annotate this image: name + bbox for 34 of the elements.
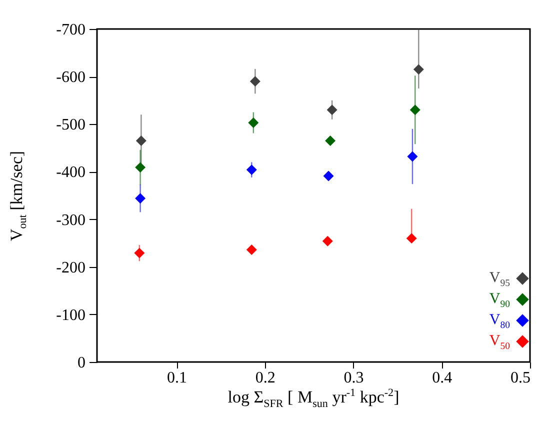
- point: [246, 244, 257, 255]
- y-tick-label: -200: [56, 259, 86, 276]
- text: log Σ$_{SFR}$ [ M$_{sun}$ yr$^{-1}$ kpc$^{-2}$]: [228, 387, 400, 410]
- x-tick-label: 0.3: [344, 370, 364, 386]
- legend-label: V$_{50}$: [489, 333, 510, 352]
- point: [250, 76, 260, 87]
- point: [134, 248, 145, 258]
- y-tick-label: -500: [56, 116, 86, 134]
- point: [322, 236, 333, 246]
- y-tick-label: -100: [56, 306, 86, 324]
- point: [135, 162, 146, 173]
- point: [325, 136, 336, 146]
- x-tick-label: 0.2: [255, 370, 276, 386]
- point: [135, 193, 146, 204]
- point: [323, 170, 334, 182]
- y-tick-label: -300: [56, 212, 86, 229]
- point: [413, 64, 424, 75]
- point: [406, 233, 417, 244]
- x-tick-label: 0.4: [432, 370, 452, 386]
- point: [248, 117, 259, 128]
- x-tick-label: 0.5: [510, 370, 530, 386]
- point: [246, 164, 257, 176]
- legend-label: V$_{80}$: [489, 312, 510, 331]
- y-tick-label: -700: [56, 22, 86, 38]
- legend-label: V$_{90}$: [489, 291, 510, 310]
- y-tick-label: -400: [56, 164, 86, 182]
- point: [410, 104, 420, 116]
- point: [136, 136, 146, 146]
- x-tick-label: 0.1: [167, 370, 188, 386]
- legend-label: V$_{95}$: [489, 270, 510, 289]
- y-tick-label: 0: [78, 354, 86, 372]
- y-tick-label: -600: [56, 69, 86, 86]
- point: [407, 151, 418, 162]
- point: [326, 104, 338, 116]
